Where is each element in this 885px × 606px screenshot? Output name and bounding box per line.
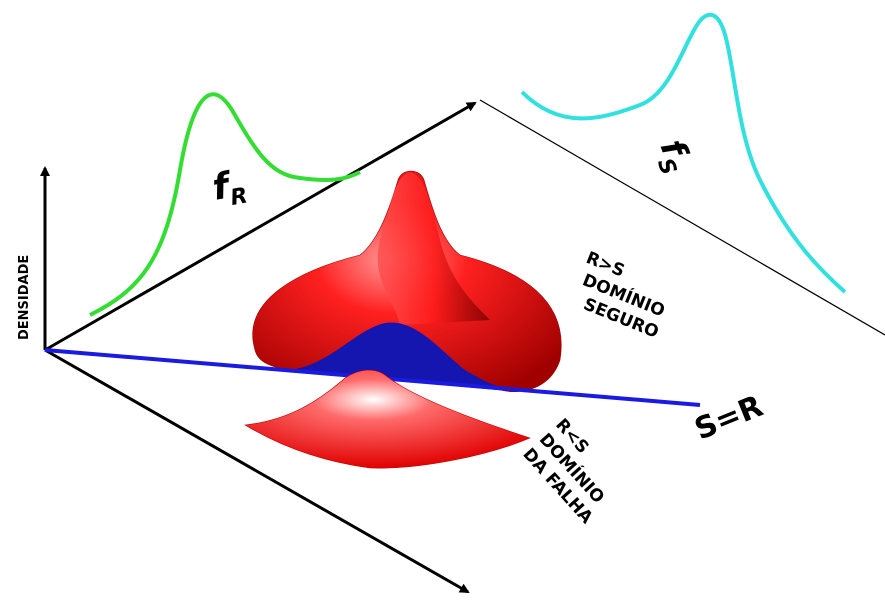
fs-label: fS	[647, 134, 700, 178]
limit-line-label: S=R	[690, 389, 768, 448]
axis-label: DENSIDADE	[17, 255, 32, 340]
fs-curve	[522, 15, 845, 292]
fr-label: fR	[209, 163, 249, 214]
s-axis	[45, 350, 468, 592]
safe-region: R>S DOMÍNIO SEGURO	[567, 248, 678, 343]
diagram: DENSIDADE fR fS R>S DOMÍNIO SEGURO R<S D…	[0, 0, 885, 606]
failure-region: R<S DOMÍNIO DA FALHA	[519, 415, 630, 528]
